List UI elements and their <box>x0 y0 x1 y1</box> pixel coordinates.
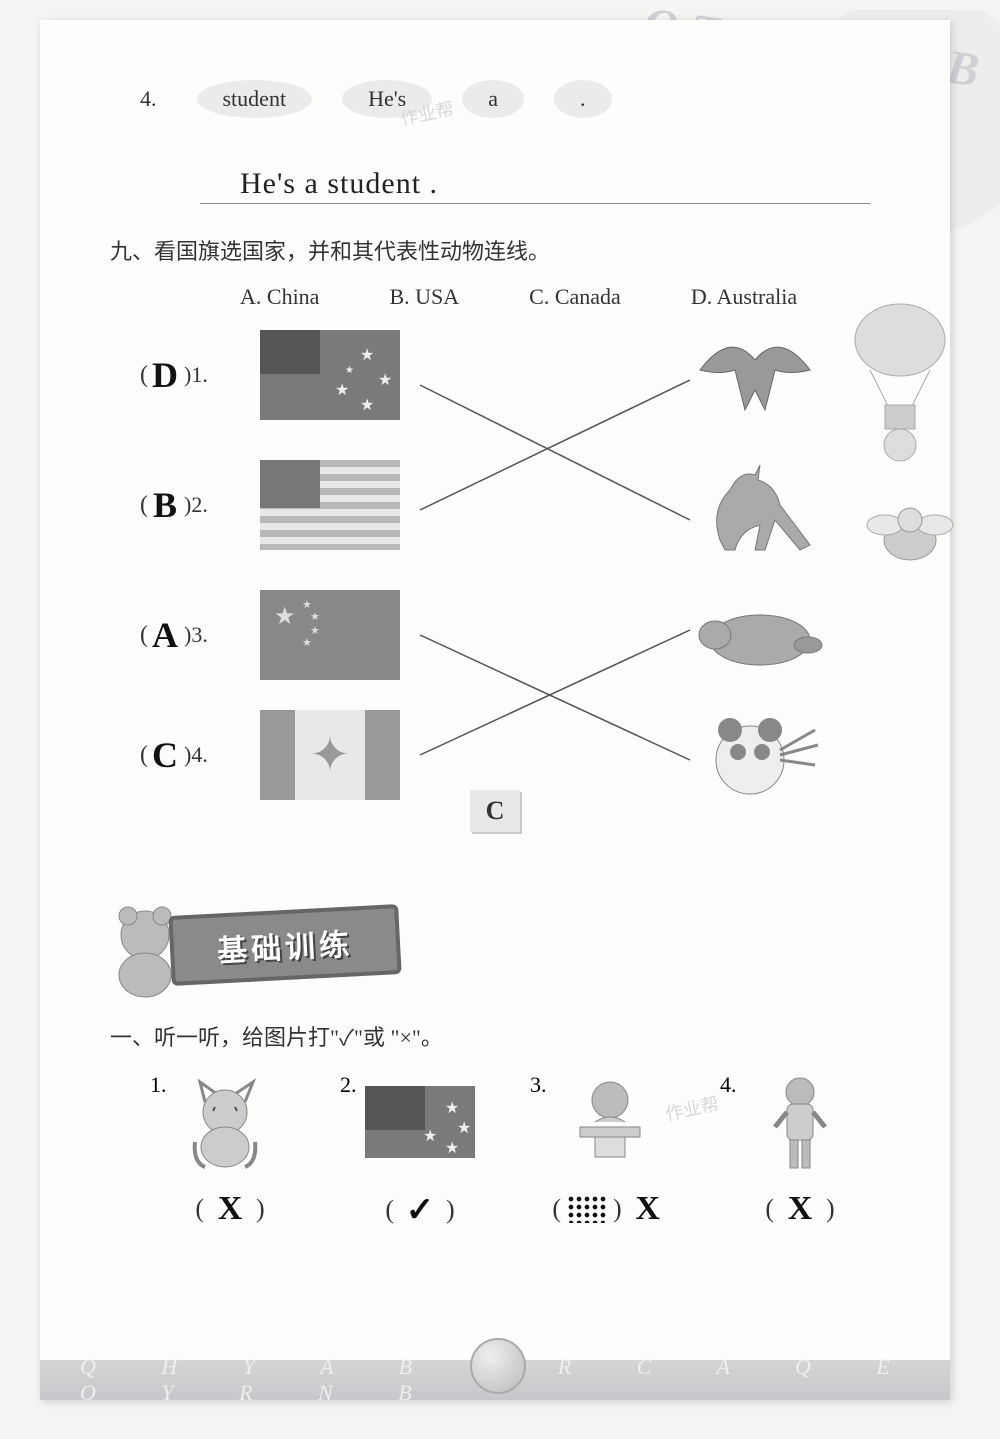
bee-fairy-icon <box>850 490 960 580</box>
answer-paren[interactable]: ( B)2. <box>140 484 260 526</box>
answer-paren[interactable]: ( A)3. <box>140 614 260 656</box>
section9-title: 九、看国旗选国家，并和其代表性动物连线。 <box>110 234 870 266</box>
word-bubble: . <box>554 80 612 118</box>
aus-flag-image: ★ ★ ★ ★ <box>365 1072 475 1172</box>
animal-beaver <box>680 580 830 690</box>
item-2: 2. ★ ★ ★ ★ ( ✓ ) <box>350 1072 490 1230</box>
item-3: 3. ( )X <box>540 1072 680 1228</box>
boy-desk-image <box>555 1072 665 1172</box>
section1-title: 一、听一听，给图片打"✓"或 "×"。 <box>110 1020 870 1052</box>
item-number: 1. <box>150 1072 167 1098</box>
section-badge-c: C <box>470 790 520 832</box>
section9-options: A. China B. USA C. Canada D. Australia <box>240 284 870 310</box>
handwritten-answer: D <box>148 354 182 396</box>
option-b: B. USA <box>389 284 459 310</box>
handwritten-answer: C <box>148 734 182 776</box>
animal-kangaroo <box>680 450 830 560</box>
animal-panda <box>680 700 830 810</box>
q4-handwritten-answer: He's a student . <box>240 167 438 201</box>
word-bubble: student <box>197 80 313 118</box>
handwritten-mark: ✓ <box>400 1190 440 1230</box>
handwritten-mark: X <box>780 1190 820 1228</box>
item-number: 2. <box>340 1072 357 1098</box>
banner-text: 基础训练 <box>216 919 354 970</box>
word-bubble: He's <box>342 80 432 118</box>
item-number: 3. <box>530 1072 547 1098</box>
answer-paren[interactable]: ( ✓ ) <box>350 1190 490 1230</box>
section-banner-area: 基础训练 <box>100 890 870 1010</box>
q4-number: 4. <box>140 86 157 112</box>
section1-items: 1. ( X ) 2. ★ ★ ★ ★ ( ✓ ) 3. ( <box>160 1072 870 1230</box>
boy-stand-image <box>745 1072 855 1172</box>
animal-eagle <box>680 320 830 430</box>
flag-australia: ★ ★ ★ ★ ★ <box>260 330 400 420</box>
answer-paren[interactable]: ( X ) <box>730 1190 870 1228</box>
answer-paren[interactable]: ( )X <box>540 1190 680 1228</box>
match-row: ( A)3. ★ ★ ★ ★ ★ <box>140 590 870 680</box>
answer-paren[interactable]: ( D)1. <box>140 354 260 396</box>
scribble-mark <box>567 1195 607 1223</box>
q4-answer-line[interactable]: He's a student . <box>200 148 870 204</box>
match-row: ( D)1. ★ ★ ★ ★ ★ <box>140 330 870 420</box>
answer-paren[interactable]: ( X ) <box>160 1190 300 1228</box>
answer-paren[interactable]: ( C )4. <box>140 734 260 776</box>
handwritten-answer: B <box>148 484 182 526</box>
option-a: A. China <box>240 284 319 310</box>
flag-usa <box>260 460 400 550</box>
flag-china: ★ ★ ★ ★ ★ <box>260 590 400 680</box>
handwritten-mark: X <box>210 1190 250 1228</box>
worksheet-page: 作业帮 作业帮 4. student He's a . He's a stude… <box>40 20 950 1400</box>
section-banner: 基础训练 <box>168 904 401 986</box>
item-4: 4. ( X ) <box>730 1072 870 1228</box>
word-bubble: a <box>462 80 524 118</box>
matching-area: ( D)1. ★ ★ ★ ★ ★ ( B)2. ( A)3. ★ <box>140 330 870 830</box>
handwritten-mark: X <box>628 1190 668 1228</box>
item-number: 4. <box>720 1072 737 1098</box>
handwritten-answer: A <box>148 614 182 656</box>
item-1: 1. ( X ) <box>160 1072 300 1228</box>
footer-ball-icon <box>470 1338 526 1394</box>
option-d: D. Australia <box>691 284 797 310</box>
option-c: C. Canada <box>529 284 621 310</box>
balloon-girl-icon <box>840 300 960 480</box>
cat-image <box>175 1072 285 1172</box>
q4-word-row: 4. student He's a . <box>140 80 870 118</box>
flag-canada: ✦ <box>260 710 400 800</box>
match-row: ( C )4. ✦ <box>140 710 870 800</box>
match-row: ( B)2. <box>140 460 870 550</box>
